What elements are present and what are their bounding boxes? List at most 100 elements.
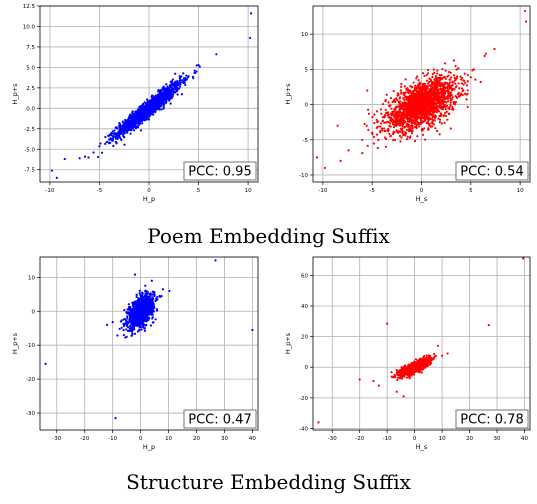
data-point xyxy=(147,105,150,108)
data-point xyxy=(402,91,405,94)
data-point xyxy=(427,118,430,122)
data-point xyxy=(361,138,364,142)
x-tick-label: 0 xyxy=(147,188,151,194)
data-point xyxy=(131,308,134,312)
data-point xyxy=(401,131,404,134)
data-point xyxy=(411,129,414,133)
data-point xyxy=(393,116,396,119)
data-point xyxy=(449,91,452,94)
data-point xyxy=(432,92,435,95)
data-point xyxy=(198,65,201,68)
data-point xyxy=(388,122,392,125)
outlier-point xyxy=(197,63,200,67)
data-point xyxy=(127,303,130,306)
data-point xyxy=(171,78,174,81)
data-point xyxy=(438,114,441,118)
data-point xyxy=(145,302,148,305)
outlier-point xyxy=(92,151,95,154)
data-point xyxy=(124,122,127,125)
data-point xyxy=(128,312,132,315)
data-point xyxy=(396,94,399,97)
data-point xyxy=(145,290,149,293)
data-point xyxy=(438,120,441,124)
y-tick-label: 0 xyxy=(305,103,309,109)
data-point xyxy=(176,82,179,85)
data-point xyxy=(111,137,115,140)
x-tick-label: 10 xyxy=(165,436,172,442)
data-point xyxy=(389,119,392,122)
data-point xyxy=(448,81,451,84)
data-point xyxy=(438,100,441,104)
data-point xyxy=(446,95,449,98)
data-point xyxy=(449,99,452,102)
y-tick-label: -10 xyxy=(26,343,35,349)
data-point xyxy=(403,85,407,88)
data-point xyxy=(160,91,163,95)
data-point xyxy=(163,87,166,91)
outlier-point xyxy=(105,323,109,326)
data-point xyxy=(147,100,150,103)
data-point xyxy=(127,307,130,310)
x-tick-label: -5 xyxy=(369,188,375,194)
outlier-point xyxy=(371,131,374,134)
data-point xyxy=(176,89,179,92)
data-point xyxy=(425,117,429,121)
data-point xyxy=(381,120,384,123)
data-point xyxy=(115,134,118,137)
outlier-point xyxy=(251,328,254,332)
data-point xyxy=(120,319,123,322)
outlier-point xyxy=(339,159,342,162)
data-point xyxy=(136,110,139,113)
data-point xyxy=(392,110,395,114)
data-point xyxy=(383,115,386,118)
data-point xyxy=(158,93,161,96)
data-point xyxy=(122,329,125,332)
data-point xyxy=(432,86,435,90)
data-point xyxy=(136,330,140,333)
data-point xyxy=(404,78,407,81)
data-point xyxy=(452,100,455,104)
data-point xyxy=(145,113,149,116)
data-point xyxy=(439,104,443,107)
data-point xyxy=(411,103,415,106)
data-point xyxy=(460,92,463,95)
data-point xyxy=(379,122,383,125)
data-point xyxy=(150,303,153,306)
outlier-point xyxy=(384,145,388,148)
data-point xyxy=(428,77,431,80)
data-point xyxy=(379,108,383,111)
data-point xyxy=(425,79,429,82)
data-point xyxy=(454,82,457,85)
data-point xyxy=(132,304,135,307)
data-point xyxy=(405,104,408,107)
data-point xyxy=(145,306,148,309)
data-point xyxy=(126,131,129,134)
data-point xyxy=(387,101,390,104)
data-point xyxy=(436,92,439,95)
data-point xyxy=(152,103,155,107)
data-point xyxy=(135,120,138,123)
plot-area xyxy=(40,257,258,430)
data-point xyxy=(446,85,449,88)
data-point xyxy=(474,78,477,81)
data-point xyxy=(141,102,145,106)
outlier-point xyxy=(336,124,339,127)
data-point xyxy=(187,75,190,78)
data-point xyxy=(152,321,155,324)
data-point xyxy=(167,87,171,90)
data-point xyxy=(373,121,376,125)
data-point xyxy=(453,79,456,82)
data-point xyxy=(135,315,139,318)
data-point xyxy=(393,123,396,127)
data-point xyxy=(105,141,108,144)
data-point xyxy=(432,94,436,97)
data-point xyxy=(192,77,195,80)
data-point xyxy=(175,80,178,83)
data-point xyxy=(152,101,156,104)
data-point xyxy=(112,135,115,138)
data-point xyxy=(451,81,455,84)
data-point xyxy=(153,109,156,112)
data-point xyxy=(139,299,143,303)
y-tick-label: -2.5 xyxy=(24,127,35,133)
data-point xyxy=(430,104,433,108)
